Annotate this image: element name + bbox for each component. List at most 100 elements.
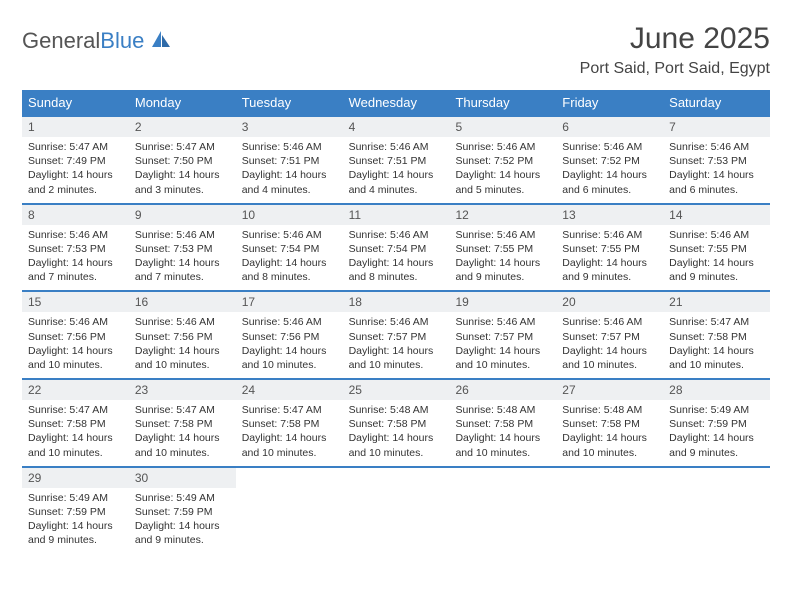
sunrise-line: Sunrise: 5:46 AM bbox=[562, 228, 657, 242]
sunrise-line: Sunrise: 5:47 AM bbox=[135, 140, 230, 154]
calendar-grid: SundayMondayTuesdayWednesdayThursdayFrid… bbox=[22, 90, 770, 553]
day-body: Sunrise: 5:46 AMSunset: 7:52 PMDaylight:… bbox=[556, 137, 663, 197]
day-cell: 23Sunrise: 5:47 AMSunset: 7:58 PMDayligh… bbox=[129, 380, 236, 466]
sunset-line: Sunset: 7:58 PM bbox=[562, 417, 657, 431]
sunset-line: Sunset: 7:51 PM bbox=[349, 154, 444, 168]
sunrise-line: Sunrise: 5:48 AM bbox=[455, 403, 550, 417]
daylight-line: Daylight: 14 hours and 4 minutes. bbox=[242, 168, 337, 196]
day-cell: 8Sunrise: 5:46 AMSunset: 7:53 PMDaylight… bbox=[22, 205, 129, 291]
daylight-line: Daylight: 14 hours and 9 minutes. bbox=[669, 431, 764, 459]
day-cell: 28Sunrise: 5:49 AMSunset: 7:59 PMDayligh… bbox=[663, 380, 770, 466]
sunrise-line: Sunrise: 5:46 AM bbox=[242, 228, 337, 242]
week-row: 15Sunrise: 5:46 AMSunset: 7:56 PMDayligh… bbox=[22, 290, 770, 378]
sunset-line: Sunset: 7:58 PM bbox=[349, 417, 444, 431]
sunset-line: Sunset: 7:59 PM bbox=[28, 505, 123, 519]
day-body: Sunrise: 5:46 AMSunset: 7:55 PMDaylight:… bbox=[449, 225, 556, 285]
day-number: 16 bbox=[129, 292, 236, 312]
day-body: Sunrise: 5:48 AMSunset: 7:58 PMDaylight:… bbox=[343, 400, 450, 460]
day-body: Sunrise: 5:47 AMSunset: 7:50 PMDaylight:… bbox=[129, 137, 236, 197]
day-body: Sunrise: 5:46 AMSunset: 7:57 PMDaylight:… bbox=[449, 312, 556, 372]
day-cell: 30Sunrise: 5:49 AMSunset: 7:59 PMDayligh… bbox=[129, 468, 236, 554]
daylight-line: Daylight: 14 hours and 10 minutes. bbox=[669, 344, 764, 372]
sunrise-line: Sunrise: 5:47 AM bbox=[28, 140, 123, 154]
sunrise-line: Sunrise: 5:47 AM bbox=[669, 315, 764, 329]
sunrise-line: Sunrise: 5:46 AM bbox=[135, 228, 230, 242]
sunset-line: Sunset: 7:59 PM bbox=[669, 417, 764, 431]
day-header: Friday bbox=[556, 90, 663, 115]
sunset-line: Sunset: 7:57 PM bbox=[349, 330, 444, 344]
day-number: 14 bbox=[663, 205, 770, 225]
daylight-line: Daylight: 14 hours and 8 minutes. bbox=[349, 256, 444, 284]
daylight-line: Daylight: 14 hours and 10 minutes. bbox=[242, 344, 337, 372]
location-text: Port Said, Port Said, Egypt bbox=[580, 60, 770, 78]
day-body: Sunrise: 5:47 AMSunset: 7:58 PMDaylight:… bbox=[22, 400, 129, 460]
sunset-line: Sunset: 7:57 PM bbox=[455, 330, 550, 344]
sunrise-line: Sunrise: 5:49 AM bbox=[669, 403, 764, 417]
day-cell: 19Sunrise: 5:46 AMSunset: 7:57 PMDayligh… bbox=[449, 292, 556, 378]
day-cell: 17Sunrise: 5:46 AMSunset: 7:56 PMDayligh… bbox=[236, 292, 343, 378]
daylight-line: Daylight: 14 hours and 9 minutes. bbox=[455, 256, 550, 284]
day-body: Sunrise: 5:48 AMSunset: 7:58 PMDaylight:… bbox=[449, 400, 556, 460]
day-body: Sunrise: 5:46 AMSunset: 7:55 PMDaylight:… bbox=[663, 225, 770, 285]
day-body: Sunrise: 5:46 AMSunset: 7:54 PMDaylight:… bbox=[343, 225, 450, 285]
sunset-line: Sunset: 7:58 PM bbox=[242, 417, 337, 431]
day-number: 21 bbox=[663, 292, 770, 312]
day-number: 22 bbox=[22, 380, 129, 400]
daylight-line: Daylight: 14 hours and 10 minutes. bbox=[349, 344, 444, 372]
day-cell: 20Sunrise: 5:46 AMSunset: 7:57 PMDayligh… bbox=[556, 292, 663, 378]
day-number: 7 bbox=[663, 117, 770, 137]
sunrise-line: Sunrise: 5:46 AM bbox=[242, 140, 337, 154]
day-number: 2 bbox=[129, 117, 236, 137]
day-cell bbox=[343, 468, 450, 554]
daylight-line: Daylight: 14 hours and 10 minutes. bbox=[349, 431, 444, 459]
day-number: 4 bbox=[343, 117, 450, 137]
day-number: 5 bbox=[449, 117, 556, 137]
sunrise-line: Sunrise: 5:46 AM bbox=[349, 140, 444, 154]
daylight-line: Daylight: 14 hours and 10 minutes. bbox=[242, 431, 337, 459]
week-row: 8Sunrise: 5:46 AMSunset: 7:53 PMDaylight… bbox=[22, 203, 770, 291]
day-number: 12 bbox=[449, 205, 556, 225]
daylight-line: Daylight: 14 hours and 8 minutes. bbox=[242, 256, 337, 284]
day-cell: 12Sunrise: 5:46 AMSunset: 7:55 PMDayligh… bbox=[449, 205, 556, 291]
daylight-line: Daylight: 14 hours and 10 minutes. bbox=[135, 431, 230, 459]
sunrise-line: Sunrise: 5:47 AM bbox=[135, 403, 230, 417]
sunrise-line: Sunrise: 5:46 AM bbox=[135, 315, 230, 329]
day-number: 27 bbox=[556, 380, 663, 400]
day-body: Sunrise: 5:46 AMSunset: 7:53 PMDaylight:… bbox=[663, 137, 770, 197]
day-number: 15 bbox=[22, 292, 129, 312]
day-cell: 18Sunrise: 5:46 AMSunset: 7:57 PMDayligh… bbox=[343, 292, 450, 378]
daylight-line: Daylight: 14 hours and 10 minutes. bbox=[455, 431, 550, 459]
day-body: Sunrise: 5:46 AMSunset: 7:56 PMDaylight:… bbox=[22, 312, 129, 372]
day-body: Sunrise: 5:49 AMSunset: 7:59 PMDaylight:… bbox=[663, 400, 770, 460]
sunset-line: Sunset: 7:57 PM bbox=[562, 330, 657, 344]
day-header: Monday bbox=[129, 90, 236, 115]
sunset-line: Sunset: 7:55 PM bbox=[669, 242, 764, 256]
day-body: Sunrise: 5:47 AMSunset: 7:58 PMDaylight:… bbox=[129, 400, 236, 460]
sunset-line: Sunset: 7:54 PM bbox=[349, 242, 444, 256]
day-body: Sunrise: 5:47 AMSunset: 7:58 PMDaylight:… bbox=[236, 400, 343, 460]
sunrise-line: Sunrise: 5:48 AM bbox=[349, 403, 444, 417]
sunset-line: Sunset: 7:55 PM bbox=[562, 242, 657, 256]
day-cell: 16Sunrise: 5:46 AMSunset: 7:56 PMDayligh… bbox=[129, 292, 236, 378]
day-number: 23 bbox=[129, 380, 236, 400]
sunrise-line: Sunrise: 5:46 AM bbox=[669, 140, 764, 154]
day-body: Sunrise: 5:46 AMSunset: 7:57 PMDaylight:… bbox=[556, 312, 663, 372]
daylight-line: Daylight: 14 hours and 10 minutes. bbox=[135, 344, 230, 372]
sunrise-line: Sunrise: 5:46 AM bbox=[349, 228, 444, 242]
day-body: Sunrise: 5:49 AMSunset: 7:59 PMDaylight:… bbox=[129, 488, 236, 548]
sunrise-line: Sunrise: 5:46 AM bbox=[242, 315, 337, 329]
day-number: 17 bbox=[236, 292, 343, 312]
day-body: Sunrise: 5:46 AMSunset: 7:56 PMDaylight:… bbox=[236, 312, 343, 372]
sunset-line: Sunset: 7:58 PM bbox=[669, 330, 764, 344]
day-number: 18 bbox=[343, 292, 450, 312]
day-cell: 6Sunrise: 5:46 AMSunset: 7:52 PMDaylight… bbox=[556, 117, 663, 203]
day-body: Sunrise: 5:46 AMSunset: 7:51 PMDaylight:… bbox=[236, 137, 343, 197]
daylight-line: Daylight: 14 hours and 3 minutes. bbox=[135, 168, 230, 196]
daylight-line: Daylight: 14 hours and 9 minutes. bbox=[28, 519, 123, 547]
daylight-line: Daylight: 14 hours and 10 minutes. bbox=[562, 344, 657, 372]
sunset-line: Sunset: 7:53 PM bbox=[135, 242, 230, 256]
day-body: Sunrise: 5:47 AMSunset: 7:58 PMDaylight:… bbox=[663, 312, 770, 372]
day-body: Sunrise: 5:49 AMSunset: 7:59 PMDaylight:… bbox=[22, 488, 129, 548]
day-cell: 15Sunrise: 5:46 AMSunset: 7:56 PMDayligh… bbox=[22, 292, 129, 378]
day-header: Thursday bbox=[449, 90, 556, 115]
